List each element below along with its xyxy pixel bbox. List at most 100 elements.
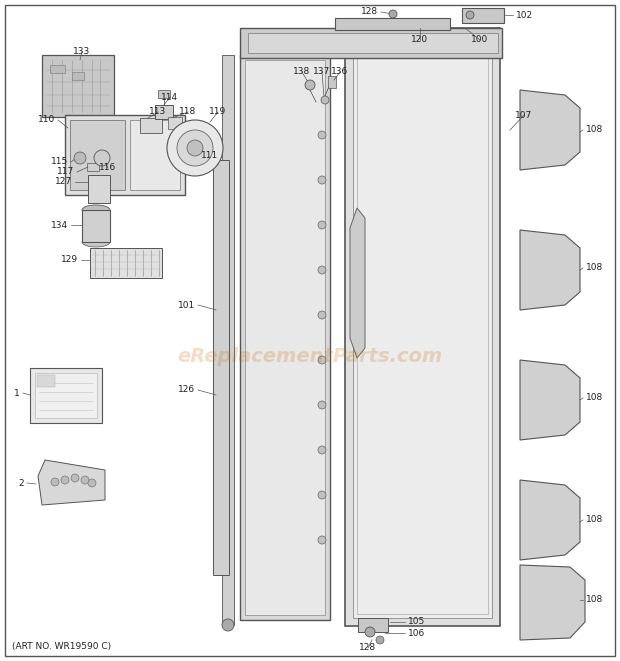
- Circle shape: [94, 150, 110, 166]
- Circle shape: [318, 536, 326, 544]
- Text: 110: 110: [38, 116, 55, 124]
- Bar: [70, 120, 125, 190]
- Bar: [158, 90, 170, 98]
- Circle shape: [318, 221, 326, 229]
- Bar: [222, 55, 234, 625]
- Bar: [168, 117, 182, 129]
- Circle shape: [318, 176, 326, 184]
- Text: 128: 128: [360, 644, 376, 652]
- Polygon shape: [520, 230, 580, 310]
- Text: 108: 108: [586, 393, 603, 403]
- Circle shape: [318, 356, 326, 364]
- Circle shape: [61, 476, 69, 484]
- Bar: [87, 163, 99, 171]
- Circle shape: [376, 636, 384, 644]
- Circle shape: [318, 131, 326, 139]
- Text: 115: 115: [51, 157, 68, 167]
- Text: 106: 106: [408, 629, 425, 637]
- Text: 100: 100: [471, 36, 489, 44]
- Bar: [353, 36, 492, 618]
- Text: 126: 126: [178, 385, 195, 395]
- Bar: [82, 210, 110, 242]
- Text: 120: 120: [412, 36, 428, 44]
- Text: 134: 134: [51, 221, 68, 229]
- Text: 117: 117: [57, 167, 74, 176]
- Circle shape: [318, 491, 326, 499]
- Circle shape: [466, 11, 474, 19]
- Bar: [213, 160, 229, 575]
- Circle shape: [365, 627, 375, 637]
- Circle shape: [51, 478, 59, 486]
- Bar: [345, 28, 500, 626]
- Circle shape: [222, 619, 234, 631]
- Circle shape: [167, 120, 223, 176]
- Circle shape: [318, 446, 326, 454]
- Polygon shape: [520, 565, 585, 640]
- Polygon shape: [520, 90, 580, 170]
- Text: 119: 119: [210, 108, 227, 116]
- Text: 108: 108: [586, 126, 603, 134]
- Circle shape: [318, 401, 326, 409]
- Circle shape: [318, 311, 326, 319]
- Polygon shape: [520, 360, 580, 440]
- Text: 101: 101: [178, 301, 195, 309]
- Text: 116: 116: [99, 163, 117, 173]
- Text: 129: 129: [61, 256, 78, 264]
- Bar: [88, 175, 110, 203]
- Bar: [90, 248, 162, 278]
- Bar: [328, 76, 336, 88]
- Bar: [462, 8, 504, 23]
- Bar: [140, 118, 162, 133]
- Ellipse shape: [88, 171, 110, 179]
- Circle shape: [177, 130, 213, 166]
- Ellipse shape: [82, 237, 110, 247]
- Bar: [37, 375, 55, 387]
- Text: 114: 114: [161, 93, 179, 102]
- Bar: [35, 373, 97, 418]
- Bar: [50, 65, 65, 73]
- Text: 137: 137: [313, 67, 330, 77]
- Bar: [155, 105, 173, 119]
- Polygon shape: [520, 480, 580, 560]
- Circle shape: [318, 266, 326, 274]
- Bar: [130, 120, 180, 190]
- Circle shape: [187, 140, 203, 156]
- Bar: [65, 115, 185, 195]
- Bar: [240, 28, 502, 58]
- Text: 127: 127: [55, 178, 72, 186]
- Text: 108: 108: [586, 596, 603, 605]
- Text: 111: 111: [202, 151, 219, 159]
- Text: (ART NO. WR19590 C): (ART NO. WR19590 C): [12, 642, 111, 651]
- Circle shape: [321, 96, 329, 104]
- Text: 136: 136: [331, 67, 348, 77]
- Text: 1: 1: [14, 389, 20, 397]
- Text: 113: 113: [149, 108, 167, 116]
- Circle shape: [305, 80, 315, 90]
- Ellipse shape: [82, 205, 110, 215]
- Circle shape: [71, 474, 79, 482]
- Text: 102: 102: [516, 11, 533, 20]
- Bar: [358, 618, 388, 632]
- Text: 2: 2: [19, 479, 24, 488]
- Text: 108: 108: [586, 516, 603, 524]
- Bar: [42, 55, 114, 117]
- Polygon shape: [38, 460, 105, 505]
- Bar: [335, 18, 450, 30]
- Text: 138: 138: [293, 67, 311, 77]
- Circle shape: [74, 152, 86, 164]
- Bar: [357, 40, 488, 614]
- Bar: [72, 72, 84, 80]
- Text: 105: 105: [408, 617, 425, 627]
- Text: 133: 133: [73, 48, 91, 56]
- Text: 108: 108: [586, 264, 603, 272]
- Bar: [245, 60, 325, 615]
- Circle shape: [81, 476, 89, 484]
- Bar: [248, 33, 498, 53]
- Polygon shape: [350, 208, 365, 358]
- Text: 118: 118: [179, 108, 197, 116]
- Bar: [240, 55, 330, 620]
- Text: eReplacementParts.com: eReplacementParts.com: [177, 348, 443, 366]
- Circle shape: [88, 479, 96, 487]
- Bar: [30, 368, 102, 423]
- Text: 107: 107: [515, 110, 533, 120]
